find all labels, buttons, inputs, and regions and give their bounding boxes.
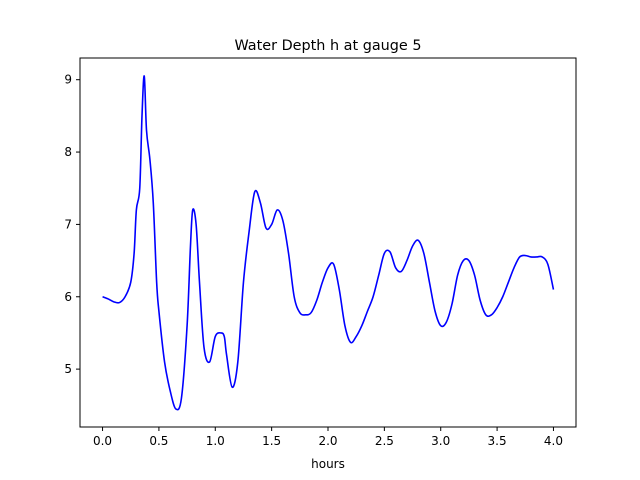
y-tick-label: 9 — [64, 73, 72, 87]
x-tick-label: 3.0 — [431, 434, 450, 448]
plot-area — [80, 58, 576, 427]
x-axis-ticks: 0.0 0.5 1.0 1.5 2.0 2.5 3.0 3.5 4.0 — [93, 427, 563, 448]
plot-frame — [79, 57, 577, 428]
series-line — [102, 75, 555, 411]
y-tick-label: 8 — [64, 145, 72, 159]
y-tick-label: 6 — [64, 290, 72, 304]
x-tick-label: 2.0 — [318, 434, 337, 448]
x-tick-label: 4.0 — [544, 434, 563, 448]
x-tick-label: 1.5 — [262, 434, 281, 448]
chart-title: Water Depth h at gauge 5 — [234, 38, 421, 54]
y-axis-ticks: 5 6 7 8 9 — [64, 73, 80, 376]
x-tick-label: 3.5 — [488, 434, 507, 448]
x-tick-label: 0.5 — [149, 434, 168, 448]
y-tick-label: 7 — [64, 217, 72, 231]
x-tick-label: 2.5 — [375, 434, 394, 448]
y-tick-label: 5 — [64, 362, 72, 376]
x-tick-label: 1.0 — [206, 434, 225, 448]
x-axis-label: hours — [311, 457, 345, 471]
x-tick-label: 0.0 — [93, 434, 112, 448]
